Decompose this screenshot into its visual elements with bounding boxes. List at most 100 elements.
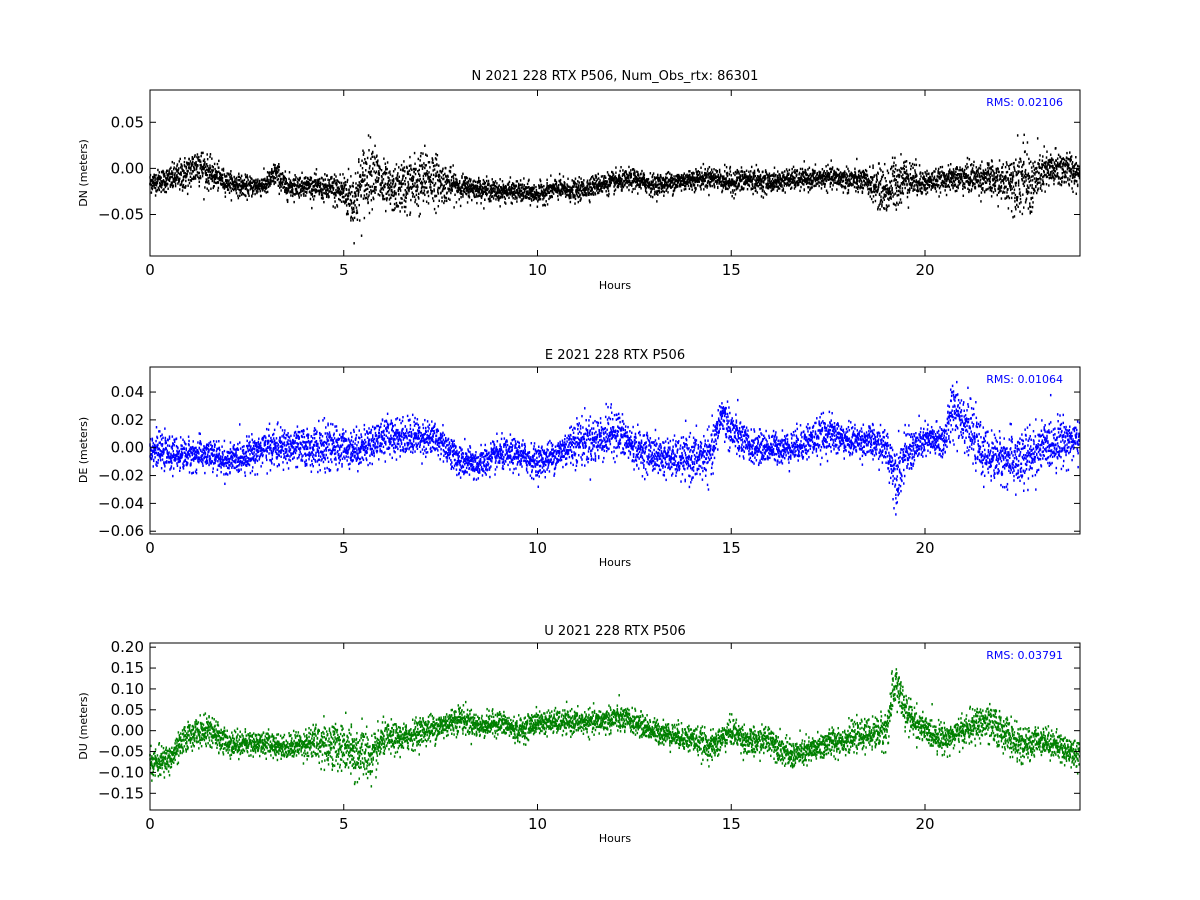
data-point — [417, 178, 419, 180]
data-point — [849, 179, 851, 181]
data-point — [365, 169, 367, 171]
data-point — [650, 195, 652, 197]
data-point — [695, 168, 697, 170]
data-point — [373, 170, 375, 172]
data-point — [409, 170, 411, 172]
data-point — [854, 186, 856, 188]
data-point — [371, 190, 373, 192]
data-point — [621, 189, 623, 191]
data-point — [903, 165, 905, 167]
data-point — [198, 159, 200, 161]
data-point — [404, 210, 406, 212]
data-point — [414, 152, 416, 154]
data-point — [247, 179, 249, 181]
data-point — [451, 179, 453, 181]
data-point — [226, 172, 228, 174]
data-point — [779, 187, 781, 189]
data-point — [376, 176, 378, 178]
data-point — [444, 200, 446, 202]
data-point — [182, 186, 184, 188]
data-point — [527, 190, 529, 192]
data-point — [556, 183, 558, 185]
data-point — [843, 180, 845, 182]
data-point — [358, 161, 360, 163]
data-point — [759, 187, 761, 189]
data-point — [320, 188, 322, 190]
data-point — [707, 185, 709, 187]
data-point — [892, 157, 894, 159]
data-point — [700, 186, 702, 188]
data-point — [833, 181, 835, 183]
data-point — [522, 192, 524, 194]
data-point — [734, 174, 736, 176]
data-point — [546, 184, 548, 186]
data-point — [406, 214, 408, 216]
data-point — [830, 168, 832, 170]
data-point — [915, 171, 917, 173]
data-point — [413, 185, 415, 187]
data-point — [305, 191, 307, 193]
data-point — [410, 199, 412, 201]
data-point — [290, 194, 292, 196]
data-point — [731, 174, 733, 176]
data-point — [469, 196, 471, 198]
data-point — [279, 186, 281, 188]
data-point — [422, 166, 424, 168]
data-point — [911, 187, 913, 189]
data-point — [657, 193, 659, 195]
data-point — [793, 166, 795, 168]
data-point — [209, 164, 211, 166]
data-point — [711, 169, 713, 171]
data-point — [494, 188, 496, 190]
data-point — [357, 212, 359, 214]
data-point — [442, 170, 444, 172]
data-point — [628, 189, 630, 191]
data-point — [613, 174, 615, 176]
data-point — [300, 194, 302, 196]
data-point — [523, 195, 525, 197]
data-point — [389, 170, 391, 172]
data-point — [653, 183, 655, 185]
data-point — [651, 188, 653, 190]
data-point — [765, 177, 767, 179]
data-point — [754, 172, 756, 174]
data-point — [375, 186, 377, 188]
data-point — [436, 175, 438, 177]
data-point — [274, 164, 276, 166]
data-point — [654, 193, 656, 195]
data-point — [786, 184, 788, 186]
data-point — [667, 191, 669, 193]
data-point — [625, 171, 627, 173]
data-point — [575, 182, 577, 184]
data-point — [449, 182, 451, 184]
data-point — [268, 186, 270, 188]
data-point — [777, 170, 779, 172]
data-point — [872, 167, 874, 169]
data-point — [208, 182, 210, 184]
data-point — [257, 190, 259, 192]
data-point — [519, 196, 521, 198]
data-point — [364, 217, 366, 219]
data-point — [356, 206, 358, 208]
data-point — [569, 197, 571, 199]
data-point — [491, 187, 493, 189]
data-point — [719, 171, 721, 173]
data-point — [188, 179, 190, 181]
data-point — [210, 167, 212, 169]
data-point — [306, 191, 308, 193]
data-point — [658, 187, 660, 189]
data-point — [372, 151, 374, 153]
data-point — [579, 194, 581, 196]
data-point — [207, 158, 209, 160]
data-point — [804, 188, 806, 190]
data-point — [871, 198, 873, 200]
data-point — [881, 191, 883, 193]
data-point — [316, 190, 318, 192]
data-point — [223, 182, 225, 184]
data-point — [528, 186, 530, 188]
data-point — [255, 179, 257, 181]
data-point — [359, 188, 361, 190]
data-point — [652, 196, 654, 198]
data-point — [913, 177, 915, 179]
data-point — [773, 175, 775, 177]
